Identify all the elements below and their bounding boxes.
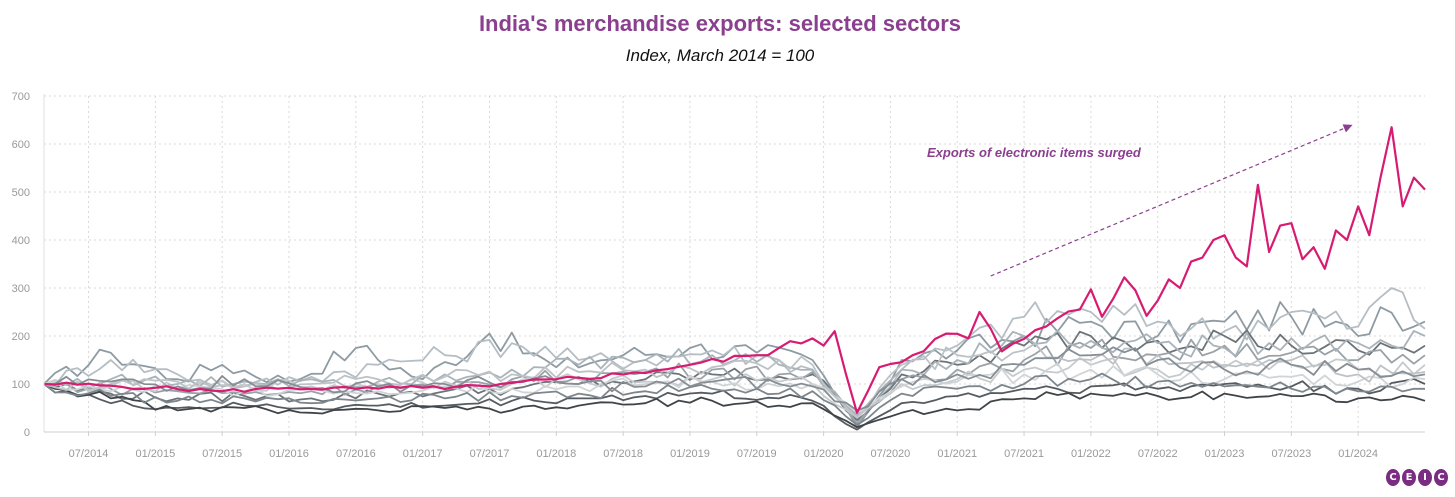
x-tick-label: 01/2024: [1338, 448, 1378, 460]
x-tick-label: 01/2021: [937, 448, 977, 460]
x-tick-label: 07/2022: [1138, 448, 1178, 460]
axis-layer: 0 100 200 300 400 500 600 700 07/2014 01/2015 07/2…: [12, 91, 1425, 460]
x-tick-label: 01/2022: [1071, 448, 1111, 460]
x-tick-label: 07/2021: [1004, 448, 1044, 460]
annotation-arrowhead: [1342, 124, 1353, 133]
x-tick-label: 01/2019: [670, 448, 710, 460]
annotation-text: Exports of electronic items surged: [927, 145, 1142, 160]
annotation-arrow-line: [990, 126, 1348, 277]
y-tick-label: 600: [12, 139, 30, 151]
logo-letter: I: [1418, 469, 1432, 486]
logo-letter: C: [1386, 469, 1400, 486]
logo-letter: C: [1434, 469, 1448, 486]
sector-series-line: [43, 372, 1425, 426]
x-tick-label: 07/2017: [470, 448, 510, 460]
sector-series-line: [43, 357, 1426, 419]
sector-series-line: [43, 346, 1426, 412]
sector-series-line: [43, 383, 1426, 429]
x-tick-label: 01/2016: [269, 448, 309, 460]
highlight-series-layer: [43, 126, 1426, 414]
sector-series-line: [43, 362, 1426, 414]
chart-title: India's merchandise exports: selected se…: [478, 11, 962, 36]
x-tick-label: 01/2017: [403, 448, 443, 460]
x-tick-label: 07/2020: [871, 448, 911, 460]
annotation-layer: Exports of electronic items surged: [927, 124, 1353, 277]
sector-series-line: [43, 329, 1426, 417]
y-tick-label: 100: [12, 379, 30, 391]
x-tick-label: 01/2015: [135, 448, 175, 460]
x-tick-label: 07/2023: [1271, 448, 1311, 460]
x-tick-label: 07/2018: [603, 448, 643, 460]
y-tick-label: 700: [12, 91, 30, 103]
other-series-layer: [43, 287, 1426, 431]
y-tick-label: 0: [24, 427, 30, 439]
logo-letter: E: [1402, 469, 1416, 486]
sector-series-line: [43, 378, 1426, 431]
y-tick-label: 300: [12, 283, 30, 295]
electronics-series-line: [43, 126, 1426, 414]
x-tick-label: 01/2018: [536, 448, 576, 460]
x-tick-label: 01/2023: [1205, 448, 1245, 460]
chart-subtitle: Index, March 2014 = 100: [625, 46, 815, 65]
y-tick-label: 200: [12, 331, 30, 343]
x-tick-label: 01/2020: [804, 448, 844, 460]
x-tick-label: 07/2014: [69, 448, 109, 460]
x-tick-label: 07/2015: [202, 448, 242, 460]
x-tick-label: 07/2019: [737, 448, 777, 460]
y-tick-label: 500: [12, 187, 30, 199]
x-tick-label: 07/2016: [336, 448, 376, 460]
y-tick-label: 400: [12, 235, 30, 247]
